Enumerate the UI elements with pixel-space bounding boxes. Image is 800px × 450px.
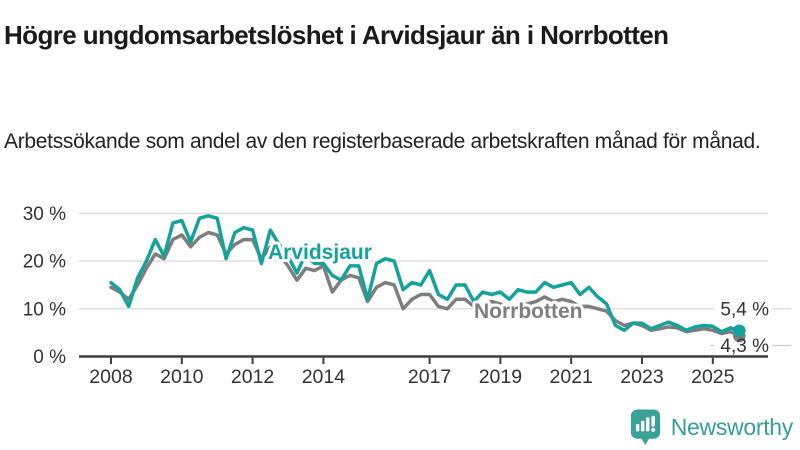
exclamation-bar: [651, 415, 655, 427]
x-tick-label-2021: 2021: [550, 366, 593, 388]
end-value-label-arvidsjaur: 5,4 %: [720, 299, 769, 320]
brand-logo: Newsworthy: [629, 409, 793, 446]
series-line-norrbotten: [109, 230, 742, 338]
line-chart: Arvidsjaur Norrbotten 5,4 % 4,3 % 0 % 10 % 20 …: [23, 204, 791, 388]
end-label-chip-0: [714, 298, 772, 320]
page-subtitle: Arbetssökande som andel av den registerb…: [4, 130, 761, 153]
x-tick-label-2019: 2019: [479, 366, 522, 388]
x-tick-label-2023: 2023: [620, 366, 663, 388]
y-tick-label-0: 0 %: [33, 347, 66, 368]
series-label-norrbotten: Norrbotten: [474, 300, 583, 323]
bar-tall: [645, 417, 650, 432]
x-tick-label-2012: 2012: [231, 366, 274, 388]
exclamation-dot: [650, 427, 655, 432]
x-tick-label-2008: 2008: [89, 366, 132, 388]
series-line-arvidsjaur: [109, 214, 742, 334]
y-tick-label-10: 10 %: [23, 299, 66, 320]
newsworthy-bubble-icon: [630, 409, 660, 445]
end-label-chip-1: [714, 335, 772, 356]
x-tick-label-2010: 2010: [160, 366, 204, 388]
bar-small: [635, 424, 640, 432]
series-end-dot-arvidsjaur: [733, 324, 746, 338]
x-tick-label-2014: 2014: [302, 366, 346, 388]
x-tick-label-2025: 2025: [691, 366, 735, 388]
y-tick-label-30: 30 %: [23, 204, 66, 225]
series-label-arvidsjaur: Arvidsjaur: [268, 241, 372, 264]
y-tick-label-20: 20 %: [23, 252, 66, 273]
brand-name: Newsworthy: [670, 414, 794, 440]
page-title: Högre ungdomsarbetslöshet i Arvidsjaur ä…: [4, 20, 669, 51]
end-value-label-norrbotten: 4,3 %: [720, 336, 769, 357]
bar-medium: [640, 420, 645, 432]
x-tick-label-2017: 2017: [408, 366, 451, 388]
